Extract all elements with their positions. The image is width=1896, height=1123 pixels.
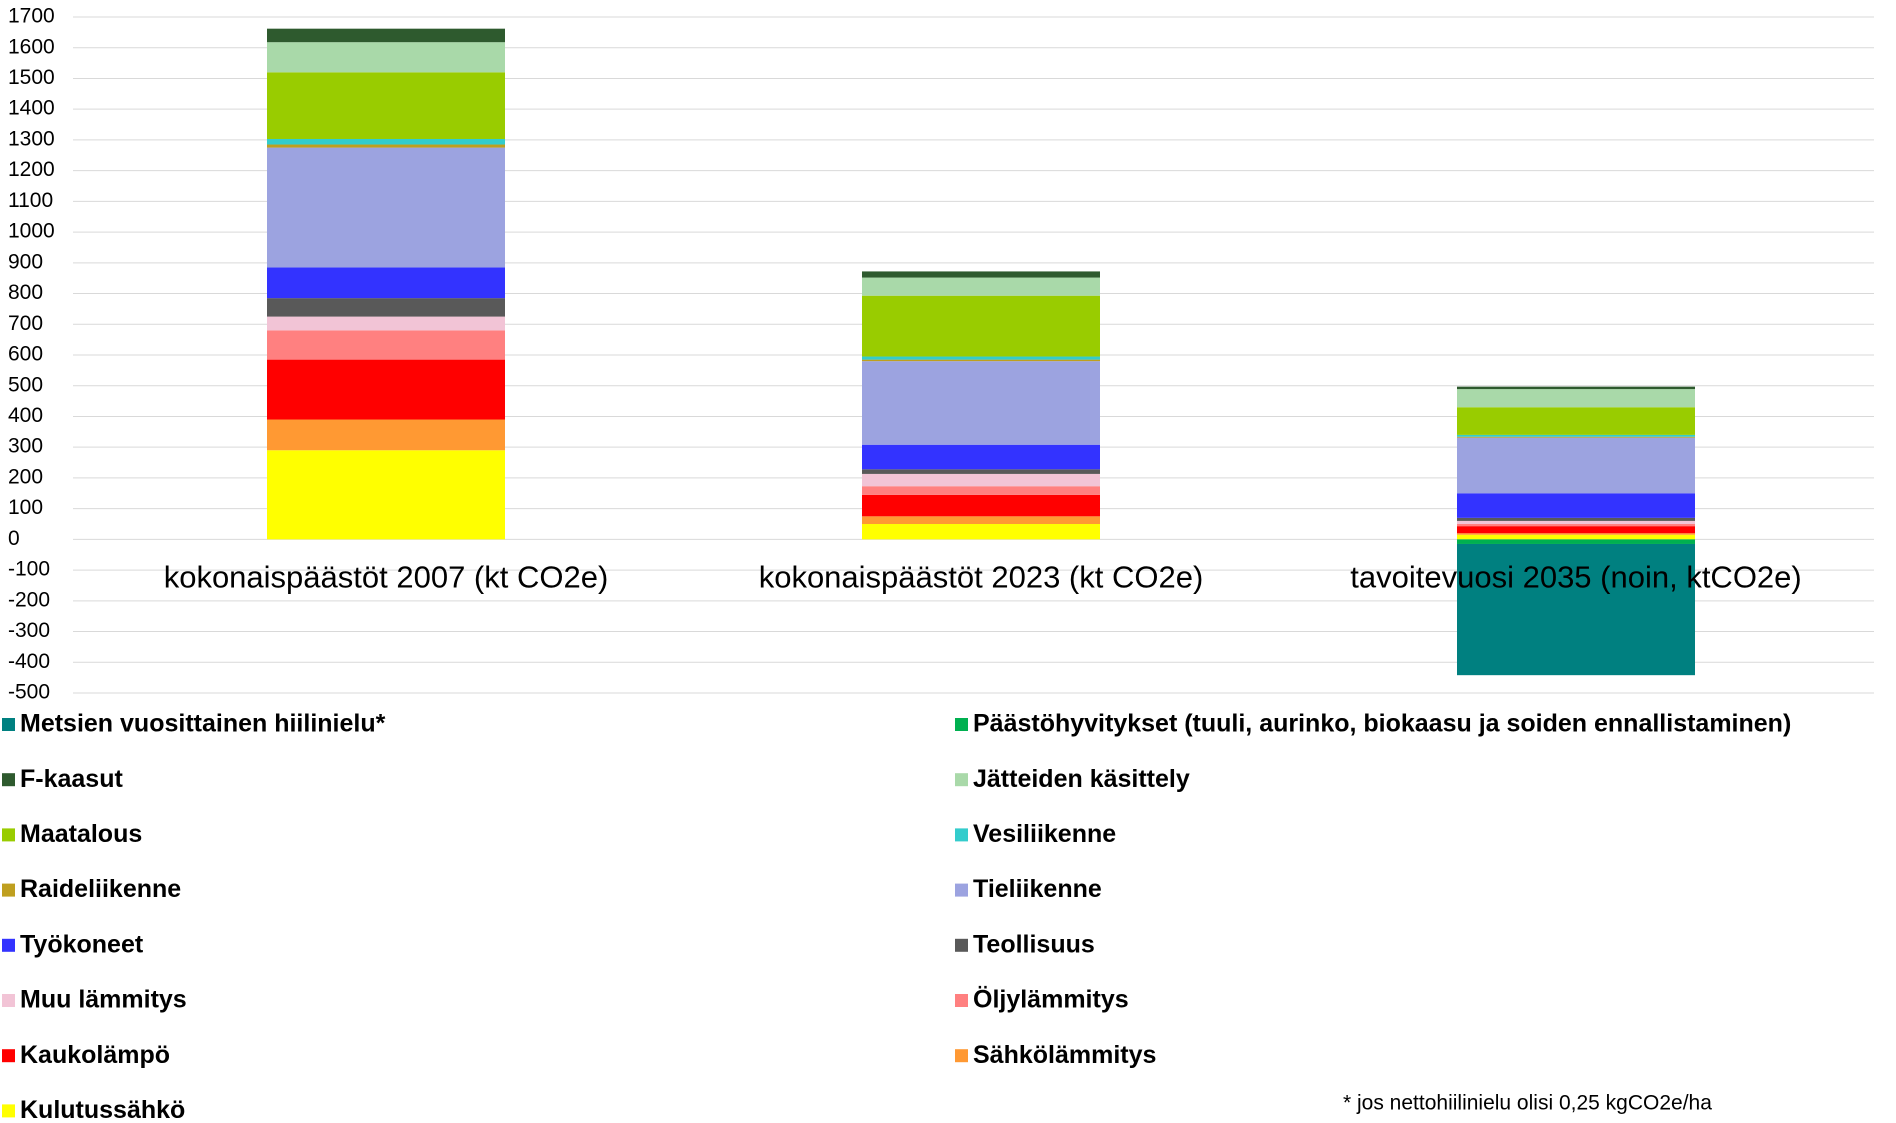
y-tick-label: 600: [8, 343, 43, 366]
bar-segment: [267, 419, 505, 451]
bar-segment: [267, 72, 505, 139]
bar-segment: [862, 277, 1100, 296]
bar-segment: [267, 147, 505, 268]
bar-segment: [1457, 386, 1695, 390]
legend-label: Tieliikenne: [973, 875, 1102, 903]
legend-swatch: [955, 773, 968, 787]
legend-label: Kaukolämpö: [20, 1041, 170, 1069]
bar-segment: [267, 267, 505, 299]
y-tick-label: 400: [8, 404, 43, 427]
legend-swatch: [955, 828, 968, 842]
legend-swatch: [955, 1049, 968, 1063]
legend-label: Työkoneet: [20, 930, 144, 958]
y-tick-label: 300: [8, 435, 43, 458]
y-tick-label: 500: [8, 373, 43, 396]
y-tick-label: 700: [8, 312, 43, 335]
bar-segment: [862, 361, 1100, 445]
x-tick-label: tavoitevuosi 2035 (noin, ktCO2e): [1350, 560, 1801, 595]
x-tick-label: kokonaispäästöt 2007 (kt CO2e): [164, 560, 609, 595]
bar-segment: [1457, 539, 1695, 544]
legend-swatch: [2, 828, 15, 842]
legend-swatch: [2, 718, 15, 731]
legend-label: Päästöhyvitykset (tuuli, aurinko, biokaa…: [973, 710, 1791, 738]
legend-swatch: [2, 883, 15, 897]
bar-segment: [862, 359, 1100, 362]
y-tick-label: 1700: [8, 5, 55, 28]
y-tick-label: -200: [8, 588, 50, 611]
bar-segment: [862, 524, 1100, 540]
bar-segment: [1457, 407, 1695, 435]
bar-segment: [1457, 533, 1695, 535]
y-tick-label: -300: [8, 619, 50, 642]
y-tick-label: 1500: [8, 66, 55, 89]
bar-segment: [862, 473, 1100, 487]
bar-segment: [1457, 436, 1695, 438]
y-tick-label: 1100: [8, 189, 53, 212]
bar-segment: [1457, 534, 1695, 540]
bar-segment: [267, 298, 505, 317]
y-tick-label: 800: [8, 281, 43, 304]
y-tick-label: 100: [8, 496, 43, 519]
y-tick-label: -100: [8, 558, 50, 581]
bar-segment: [267, 144, 505, 148]
legend-label: F-kaasut: [20, 765, 123, 793]
bar-segment: [862, 271, 1100, 278]
bar-segment: [267, 28, 505, 43]
y-tick-label: 1600: [8, 35, 55, 58]
legend-label: Raideliikenne: [20, 875, 181, 903]
legend-swatch: [2, 1049, 15, 1063]
bar-segment: [267, 330, 505, 360]
bar-segment: [862, 494, 1100, 517]
bar-segment: [267, 450, 505, 540]
bar-segment: [862, 444, 1100, 470]
bar-segment: [1457, 524, 1695, 527]
y-tick-label: 200: [8, 465, 43, 488]
bar-segment: [862, 356, 1100, 360]
legend-label: Vesiliikenne: [973, 820, 1116, 848]
footnote: * jos nettohiilinielu olisi 0,25 kgCO2e/…: [1343, 1092, 1712, 1115]
bar-segment: [267, 138, 505, 145]
bar-segment: [1457, 526, 1695, 534]
legend-label: Maatalous: [20, 820, 142, 848]
legend-label: Sähkölämmitys: [973, 1041, 1156, 1069]
bar-segment: [862, 486, 1100, 495]
bar-segment: [862, 469, 1100, 474]
bar-segment: [862, 295, 1100, 357]
bar-segment: [1457, 434, 1695, 437]
legend-label: Jätteiden käsittely: [973, 765, 1190, 793]
bar-segment: [1457, 437, 1695, 494]
legend-label: Öljylämmitys: [973, 985, 1129, 1014]
legend-swatch: [955, 994, 968, 1007]
y-tick-label: 1400: [8, 97, 55, 120]
y-tick-label: 1000: [8, 220, 55, 243]
bar-segment: [1457, 543, 1695, 676]
y-tick-label: 0: [8, 527, 20, 550]
bar-segment: [267, 359, 505, 420]
legend-swatch: [2, 773, 15, 787]
bar-segment: [267, 316, 505, 331]
bar-segment: [1457, 517, 1695, 521]
legend-label: Teollisuus: [973, 930, 1095, 958]
bar-segment: [1457, 520, 1695, 524]
legend-swatch: [2, 938, 15, 952]
y-tick-label: -500: [8, 681, 50, 704]
y-tick-label: 900: [8, 250, 43, 273]
legend-swatch: [2, 994, 15, 1007]
bar-segment: [1457, 389, 1695, 408]
y-tick-label: 1200: [8, 158, 55, 181]
bar-segment: [862, 516, 1100, 524]
legend-label: Kulutussähkö: [20, 1096, 185, 1123]
legend-swatch: [2, 1104, 15, 1118]
bar-segment: [267, 42, 505, 73]
x-tick-label: kokonaispäästöt 2023 (kt CO2e): [759, 560, 1204, 595]
legend-label: Muu lämmitys: [20, 986, 187, 1014]
legend-swatch: [955, 883, 968, 897]
y-tick-label: -400: [8, 650, 50, 673]
y-tick-label: 1300: [8, 127, 55, 150]
legend-swatch: [955, 718, 968, 731]
bar-segment: [1457, 493, 1695, 518]
legend-swatch: [955, 938, 968, 952]
legend-label: Metsien vuosittainen hiilinielu*: [20, 710, 386, 738]
